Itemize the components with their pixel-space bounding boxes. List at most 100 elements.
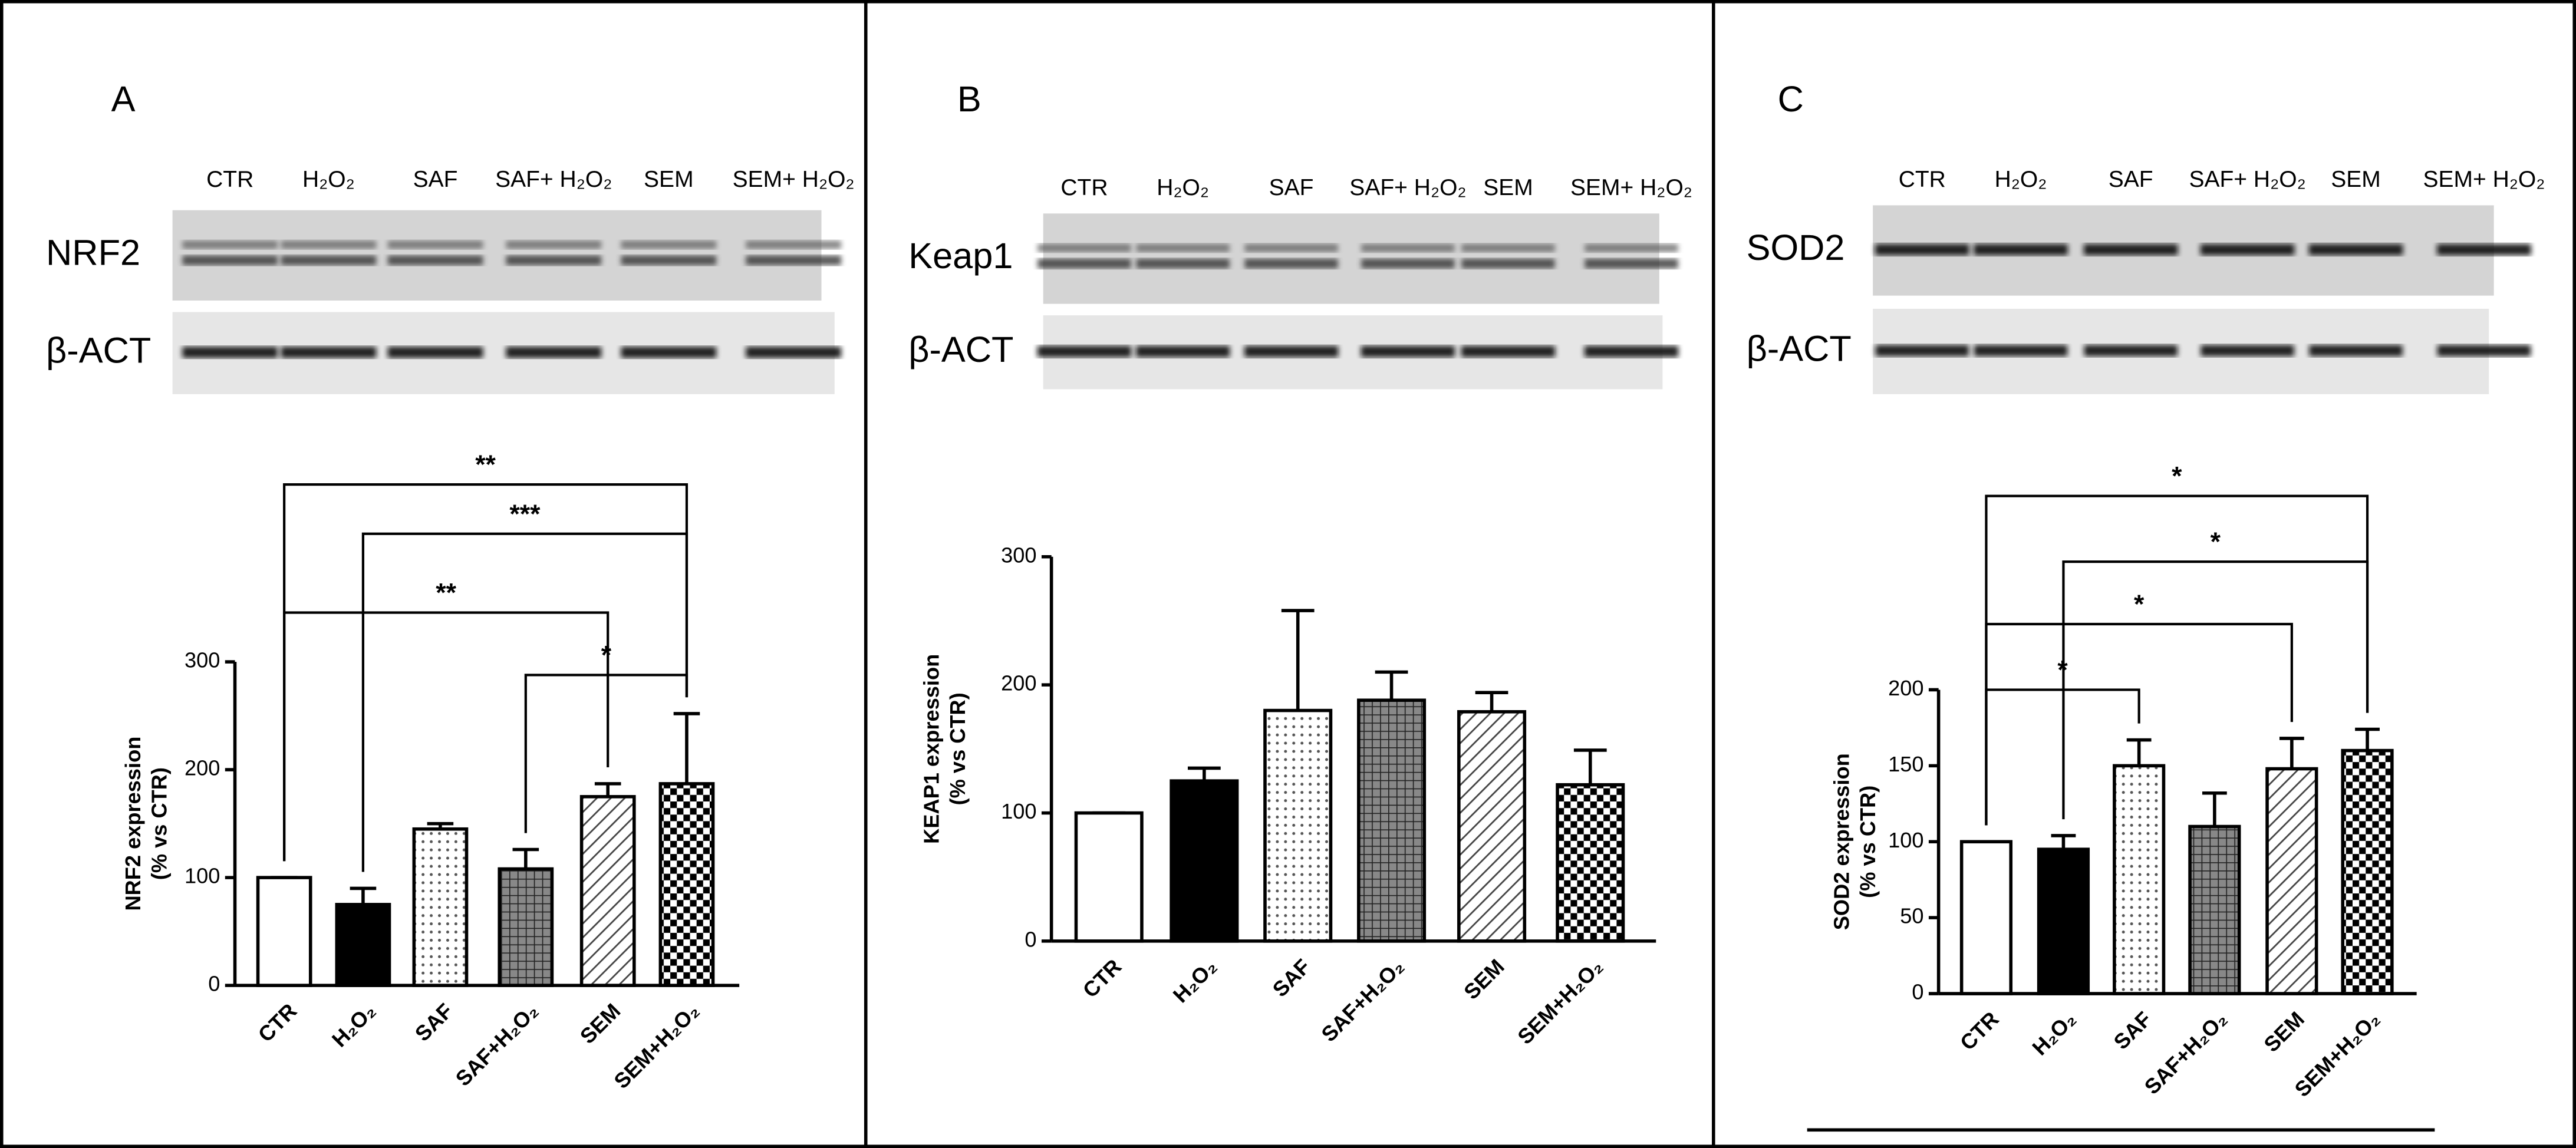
panel-label: B bbox=[957, 78, 981, 119]
blot-band bbox=[2437, 345, 2531, 357]
significance-label: *** bbox=[509, 500, 541, 529]
y-tick-label: 300 bbox=[185, 648, 220, 672]
blot-band bbox=[2308, 243, 2403, 256]
lane-label: SEM bbox=[1483, 175, 1533, 200]
blot-band bbox=[1244, 258, 1338, 269]
lane-label: SEM bbox=[644, 167, 694, 192]
blot-band bbox=[182, 347, 278, 358]
y-axis-label: SOD2 expression bbox=[1830, 753, 1854, 930]
y-tick-label: 200 bbox=[1001, 671, 1036, 695]
blot-band bbox=[1037, 258, 1131, 269]
blot-row-label: Keap1 bbox=[908, 235, 1013, 276]
bar bbox=[1170, 779, 1239, 943]
significance-bracket bbox=[524, 674, 689, 833]
lane-label: SEM+ H₂O₂ bbox=[733, 167, 855, 192]
y-tick-label: 200 bbox=[185, 756, 220, 780]
blot-band bbox=[1136, 243, 1230, 252]
y-tick-label: 300 bbox=[1001, 543, 1036, 567]
blot-band bbox=[281, 347, 377, 358]
blot-band bbox=[746, 255, 841, 266]
blot-image bbox=[1043, 213, 1659, 304]
blot-band bbox=[2084, 345, 2178, 357]
y-axis-label: (% vs CTR) bbox=[147, 767, 172, 880]
lane-label: SEM+ H₂O₂ bbox=[1570, 175, 1692, 200]
blot-band bbox=[2201, 345, 2294, 357]
blot-band bbox=[2437, 243, 2531, 256]
blot-band bbox=[1361, 243, 1455, 252]
significance-label: ** bbox=[436, 579, 456, 608]
y-axis-label: KEAP1 expression bbox=[920, 654, 944, 844]
lane-label: CTR bbox=[1899, 167, 1946, 192]
bar bbox=[412, 827, 469, 987]
y-tick-label: 100 bbox=[185, 864, 220, 888]
bar bbox=[2341, 748, 2394, 995]
blot-band bbox=[2309, 345, 2403, 357]
lane-label: CTR bbox=[1060, 175, 1108, 200]
lane-label: SAF bbox=[1269, 175, 1314, 200]
blot-band bbox=[1037, 345, 1132, 358]
y-tick-label: 150 bbox=[1888, 752, 1923, 776]
blot-band bbox=[1974, 243, 2068, 256]
panel-label: A bbox=[111, 78, 136, 119]
bar bbox=[2037, 847, 2090, 995]
blot-band bbox=[1461, 258, 1555, 269]
significance-bracket bbox=[1985, 688, 2140, 826]
y-axis-label: (% vs CTR) bbox=[1856, 786, 1880, 898]
bar bbox=[2265, 767, 2318, 995]
lane-label: SAF+ H₂O₂ bbox=[2189, 167, 2305, 192]
lane-label: SEM bbox=[2331, 167, 2381, 192]
lane-label: SAF bbox=[413, 167, 458, 192]
blot-band bbox=[1037, 243, 1131, 252]
y-tick-label: 0 bbox=[208, 972, 220, 996]
blot-band bbox=[1461, 243, 1555, 252]
blot-band bbox=[506, 347, 602, 358]
significance-bracket bbox=[361, 532, 689, 872]
y-tick-label: 0 bbox=[1912, 980, 1923, 1004]
blot-row-label: β-ACT bbox=[908, 329, 1013, 370]
blot-band bbox=[1974, 345, 2068, 357]
panel-label: C bbox=[1778, 78, 1804, 119]
bar bbox=[1556, 783, 1625, 943]
blot-band bbox=[2083, 243, 2178, 256]
blot-band bbox=[1584, 345, 1679, 358]
lane-label: H₂O₂ bbox=[302, 167, 355, 192]
bar bbox=[658, 782, 715, 987]
bar bbox=[2113, 764, 2166, 995]
y-tick-label: 50 bbox=[1900, 904, 1923, 928]
bar bbox=[1959, 840, 2013, 995]
lane-label: SEM+ H₂O₂ bbox=[2423, 167, 2545, 192]
blot-band bbox=[2200, 243, 2295, 256]
bar bbox=[1357, 698, 1427, 943]
lane-label: CTR bbox=[206, 167, 253, 192]
y-tick-label: 200 bbox=[1888, 676, 1923, 700]
significance-label: * bbox=[2172, 462, 2182, 491]
y-tick-label: 0 bbox=[1025, 927, 1036, 951]
blot-band bbox=[1875, 243, 1969, 256]
significance-label: * bbox=[2211, 527, 2221, 556]
blot-band bbox=[1585, 243, 1678, 252]
lane-label: SAF+ H₂O₂ bbox=[1349, 175, 1466, 200]
blot-band bbox=[1136, 258, 1230, 269]
blot-band bbox=[621, 240, 717, 249]
blot-band bbox=[1244, 243, 1338, 252]
significance-label: ** bbox=[475, 450, 496, 479]
lane-label: H₂O₂ bbox=[1157, 175, 1209, 200]
blot-band bbox=[1361, 258, 1455, 269]
blot-band bbox=[506, 240, 602, 249]
lane-label: H₂O₂ bbox=[1995, 167, 2047, 192]
y-axis-label: NRF2 expression bbox=[121, 737, 145, 911]
blot-band bbox=[387, 255, 483, 266]
lane-label: SAF bbox=[2109, 167, 2153, 192]
lane-label: SAF+ H₂O₂ bbox=[495, 167, 612, 192]
y-axis-label: (% vs CTR) bbox=[946, 692, 970, 805]
blot-band bbox=[506, 255, 602, 266]
significance-label: * bbox=[2057, 656, 2068, 685]
blot-row-label: β-ACT bbox=[1747, 328, 1852, 369]
bar bbox=[1074, 811, 1144, 943]
blot-band bbox=[182, 255, 278, 266]
y-tick-label: 100 bbox=[1001, 799, 1036, 823]
bar bbox=[2188, 824, 2241, 995]
bar bbox=[256, 876, 312, 987]
